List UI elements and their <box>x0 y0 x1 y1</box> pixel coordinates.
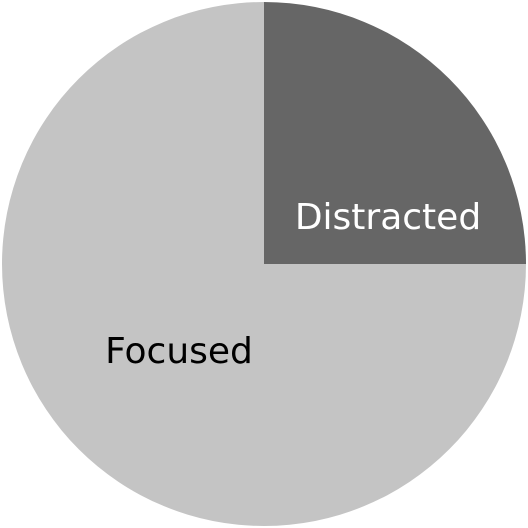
pie-label-distracted: Distracted <box>295 197 481 238</box>
pie-slice-distracted <box>264 2 526 264</box>
pie-label-focused: Focused <box>105 331 253 372</box>
pie-labels: Distracted Focused <box>105 197 481 372</box>
